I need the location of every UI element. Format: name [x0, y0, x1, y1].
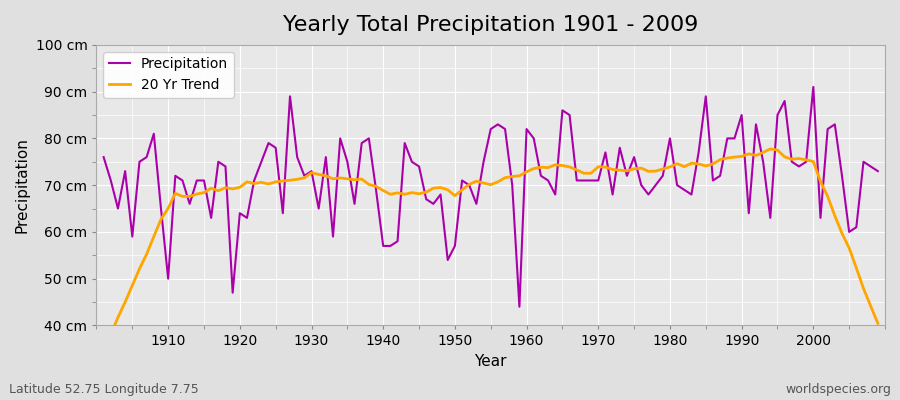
Y-axis label: Precipitation: Precipitation	[15, 137, 30, 233]
20 Yr Trend	[356, 177, 367, 182]
Text: Latitude 52.75 Longitude 7.75: Latitude 52.75 Longitude 7.75	[9, 383, 199, 396]
Precipitation	[872, 169, 883, 174]
Title: Yearly Total Precipitation 1901 - 2009: Yearly Total Precipitation 1901 - 2009	[283, 15, 698, 35]
Precipitation	[521, 127, 532, 132]
Precipitation	[156, 206, 166, 211]
20 Yr Trend	[521, 170, 532, 174]
Precipitation	[313, 206, 324, 211]
20 Yr Trend	[98, 348, 109, 353]
Precipitation	[514, 304, 525, 309]
Text: worldspecies.org: worldspecies.org	[785, 383, 891, 396]
20 Yr Trend	[765, 146, 776, 151]
20 Yr Trend	[313, 172, 324, 177]
X-axis label: Year: Year	[474, 354, 507, 369]
Precipitation	[808, 84, 819, 89]
Precipitation	[615, 145, 626, 150]
Legend: Precipitation, 20 Yr Trend: Precipitation, 20 Yr Trend	[104, 52, 234, 98]
Line: Precipitation: Precipitation	[104, 87, 878, 307]
20 Yr Trend	[156, 217, 166, 222]
Precipitation	[98, 155, 109, 160]
Precipitation	[528, 136, 539, 141]
20 Yr Trend	[872, 321, 883, 326]
20 Yr Trend	[514, 174, 525, 178]
20 Yr Trend	[608, 167, 618, 172]
Precipitation	[356, 141, 367, 146]
Line: 20 Yr Trend: 20 Yr Trend	[104, 149, 878, 351]
